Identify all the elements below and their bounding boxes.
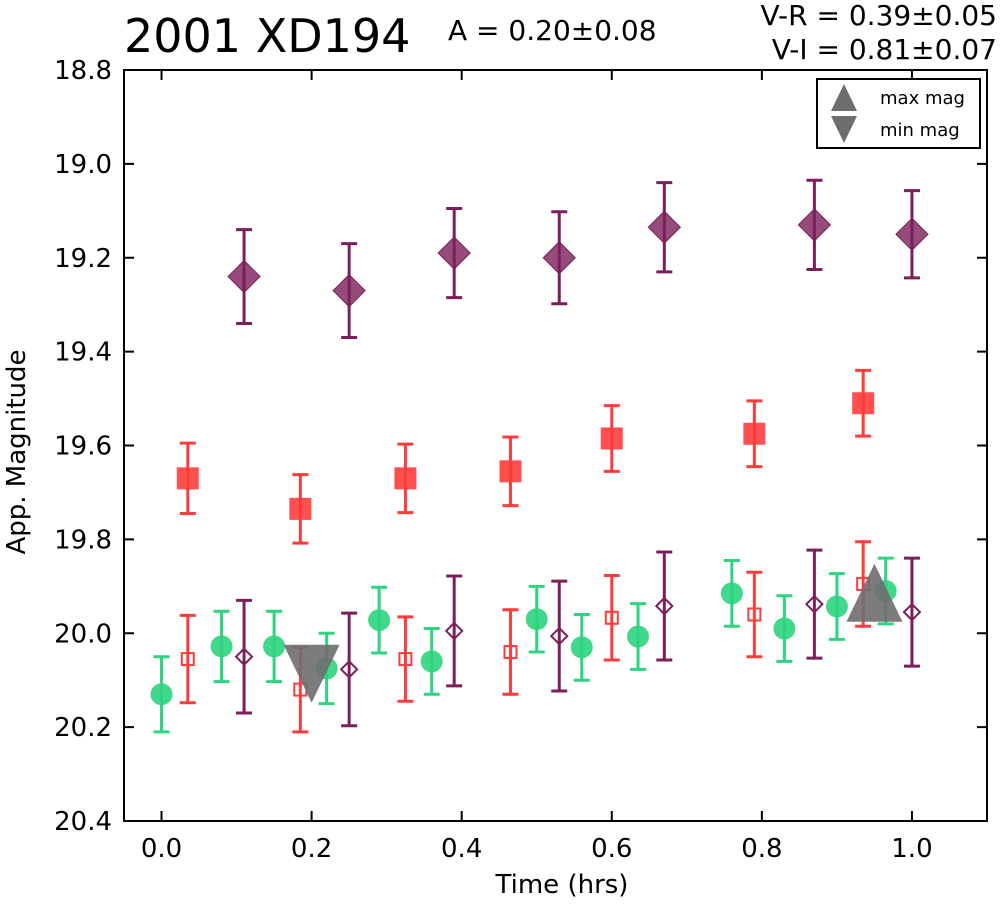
data-point-square xyxy=(176,467,199,490)
data-point-open-square xyxy=(604,610,619,625)
data-point-diamond xyxy=(542,241,576,275)
y-tick-label: 20.0 xyxy=(54,619,112,649)
max-mag-legend-icon xyxy=(831,84,857,111)
data-point-diamond xyxy=(797,208,832,242)
data-point-circle xyxy=(773,617,796,640)
legend-entry-label: max mag xyxy=(880,88,965,109)
data-point-square xyxy=(394,467,417,490)
chart-title: 2001 XD194 xyxy=(124,9,411,63)
data-point-open-square xyxy=(398,652,413,667)
data-point-open-diamond xyxy=(804,594,824,614)
y-tick-label: 19.0 xyxy=(54,150,112,180)
min-mag-marker xyxy=(283,644,340,703)
x-tick-label: 0.6 xyxy=(591,834,632,864)
y-axis-label: App. Magnitude xyxy=(2,349,32,555)
data-point-square xyxy=(289,497,312,520)
data-point-circle xyxy=(627,625,650,648)
y-tick-label: 19.8 xyxy=(54,525,112,555)
plot-frame xyxy=(123,69,988,822)
x-axis-label: Time (hrs) xyxy=(495,870,629,900)
x-tick-label: 0.2 xyxy=(291,834,332,864)
data-point-open-square xyxy=(503,645,518,660)
y-tick-label: 18.8 xyxy=(54,56,112,86)
data-point-circle xyxy=(210,635,233,658)
data-point-diamond xyxy=(895,217,929,251)
v-i-color-label: V-I = 0.81±0.07 xyxy=(771,33,997,66)
data-point-square xyxy=(499,460,522,483)
legend-entry-label: min mag xyxy=(880,120,960,141)
data-point-open-diamond xyxy=(549,626,569,646)
data-point-diamond xyxy=(227,259,261,294)
plot-marks xyxy=(150,178,929,734)
data-point-diamond xyxy=(332,273,366,308)
x-tick-label: 0.8 xyxy=(741,834,782,864)
v-r-color-label: V-R = 0.39±0.05 xyxy=(760,0,997,32)
data-point-diamond xyxy=(437,236,471,270)
y-tick-label: 20.4 xyxy=(54,807,112,837)
data-point-circle xyxy=(263,635,286,658)
y-tick-label: 19.6 xyxy=(54,432,112,462)
data-point-open-diamond xyxy=(234,647,254,667)
data-point-circle xyxy=(368,609,391,632)
data-point-open-diamond xyxy=(902,602,922,622)
axis-ticks: 0.0 0.2 0.4 0.6 0.8 1.0 18.8 19.0 19.2 19.4 19.6 19… xyxy=(54,56,987,864)
x-tick-label: 1.0 xyxy=(891,834,932,864)
data-point-open-diamond xyxy=(654,596,674,616)
data-point-circle xyxy=(720,582,743,605)
data-point-open-square xyxy=(180,652,195,667)
data-point-open-square xyxy=(747,607,762,622)
data-point-square xyxy=(743,422,766,445)
data-point-circle xyxy=(825,595,848,618)
data-point-open-diamond xyxy=(444,621,464,641)
data-point-square xyxy=(600,427,623,450)
data-point-circle xyxy=(525,608,548,631)
data-point-circle xyxy=(570,636,593,659)
y-tick-label: 20.2 xyxy=(54,713,112,743)
max-mag-marker xyxy=(846,563,903,622)
data-point-diamond xyxy=(647,210,682,244)
min-mag-legend-icon xyxy=(831,116,857,143)
x-tick-label: 0.4 xyxy=(441,834,482,864)
legend: max mag min mag xyxy=(816,78,981,149)
data-point-open-diamond xyxy=(339,659,359,679)
y-tick-label: 19.2 xyxy=(54,244,112,274)
amplitude-label: A = 0.20±0.08 xyxy=(448,14,657,47)
data-point-circle xyxy=(420,650,443,673)
data-point-circle xyxy=(150,683,173,706)
data-point-square xyxy=(852,392,875,415)
y-tick-label: 19.4 xyxy=(54,338,112,368)
x-tick-label: 0.0 xyxy=(141,834,182,864)
